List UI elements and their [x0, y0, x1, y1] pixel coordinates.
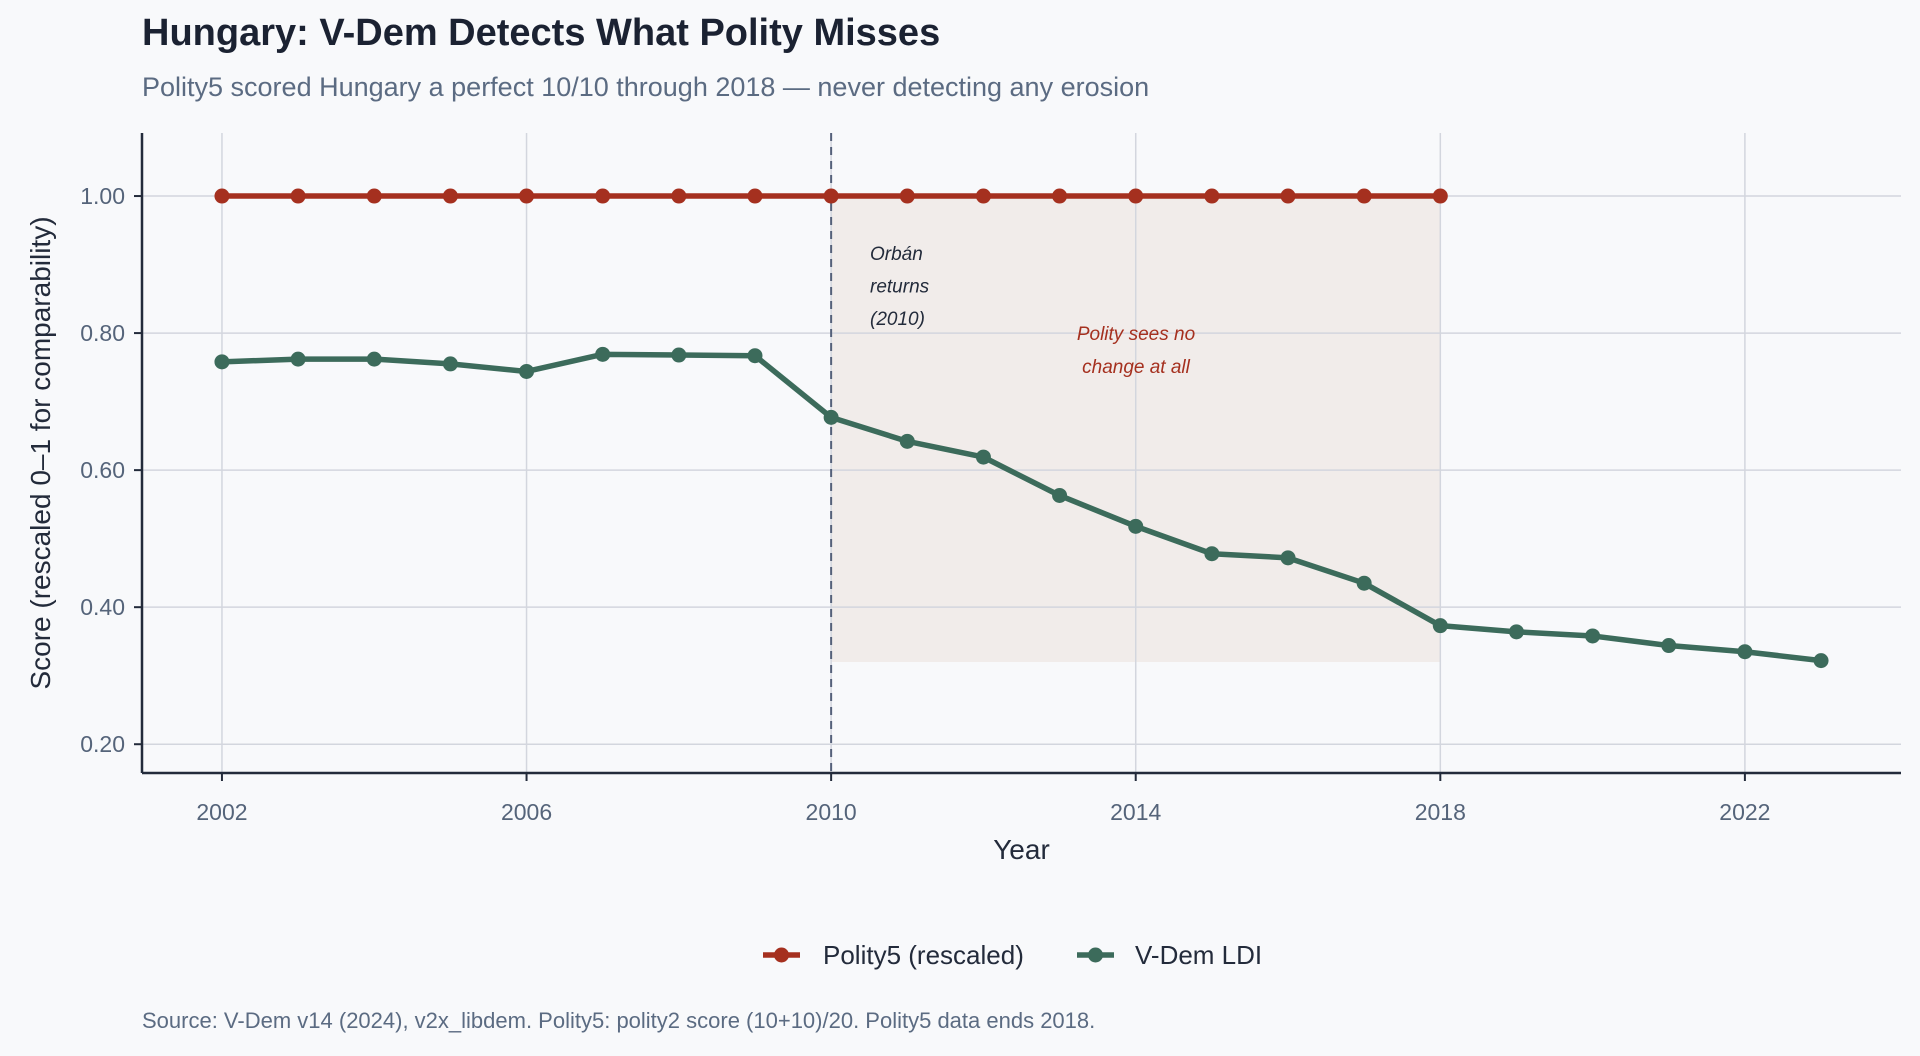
data-point-v-dem-ldi	[214, 354, 230, 370]
data-point-polity5-rescaled	[1128, 188, 1144, 204]
series-polity5-rescaled	[214, 188, 1448, 204]
data-point-v-dem-ldi	[1737, 644, 1753, 660]
x-tick-label: 2002	[196, 799, 247, 825]
annotation-line: Orbán	[870, 244, 923, 265]
legend-key-marker	[1088, 947, 1103, 963]
data-point-v-dem-ldi	[442, 356, 458, 372]
data-point-polity5-rescaled	[366, 188, 382, 204]
data-point-v-dem-ldi	[1585, 628, 1601, 644]
data-point-polity5-rescaled	[899, 188, 915, 204]
annotation-line: change at all	[1082, 357, 1191, 378]
legend-key-marker	[774, 947, 789, 963]
annotation-orban-returns: Orbán returns (2010)	[870, 244, 930, 330]
data-point-polity5-rescaled	[442, 188, 458, 204]
y-axis-title: Score (rescaled 0–1 for comparability)	[25, 216, 56, 689]
data-point-v-dem-ldi	[1432, 618, 1448, 634]
data-point-v-dem-ldi	[975, 449, 991, 465]
data-point-v-dem-ldi	[747, 348, 763, 364]
data-point-v-dem-ldi	[290, 351, 306, 367]
annotation-line: (2010)	[870, 309, 925, 330]
x-tick-label: 2014	[1110, 799, 1161, 825]
data-point-v-dem-ldi	[899, 433, 915, 449]
x-tick-label: 2006	[501, 799, 552, 825]
y-tick-label: 1.00	[80, 183, 125, 209]
source-note: Source: V-Dem v14 (2024), v2x_libdem. Po…	[142, 1008, 1096, 1033]
data-point-polity5-rescaled	[1356, 188, 1372, 204]
chart-subtitle: Polity5 scored Hungary a perfect 10/10 t…	[142, 72, 1150, 102]
data-point-polity5-rescaled	[1432, 188, 1448, 204]
x-tick-label: 2018	[1415, 799, 1466, 825]
data-point-v-dem-ldi	[366, 351, 382, 367]
data-point-v-dem-ldi	[1128, 518, 1144, 534]
data-point-v-dem-ldi	[595, 346, 611, 362]
data-point-v-dem-ldi	[1356, 575, 1372, 591]
data-point-v-dem-ldi	[1052, 487, 1068, 503]
legend: Polity5 (rescaled) V-Dem LDI	[763, 940, 1262, 970]
y-tick-label: 0.20	[80, 731, 125, 757]
annotation-line: returns	[870, 277, 930, 298]
data-point-polity5-rescaled	[214, 188, 230, 204]
legend-label: V-Dem LDI	[1135, 940, 1262, 970]
legend-item-polity5-rescaled: Polity5 (rescaled)	[763, 940, 1024, 970]
data-point-polity5-rescaled	[747, 188, 763, 204]
annotation-line: Polity sees no	[1077, 324, 1195, 345]
data-point-v-dem-ldi	[1280, 550, 1296, 566]
data-point-polity5-rescaled	[975, 188, 991, 204]
legend-item-v-dem-ldi: V-Dem LDI	[1077, 940, 1262, 970]
x-axis-title: Year	[993, 834, 1050, 865]
y-tick-label: 0.60	[80, 457, 125, 483]
data-point-v-dem-ldi	[671, 347, 687, 363]
data-point-v-dem-ldi	[823, 409, 839, 425]
data-point-polity5-rescaled	[519, 188, 535, 204]
legend-label: Polity5 (rescaled)	[823, 940, 1024, 970]
y-tick-label: 0.40	[80, 594, 125, 620]
data-point-v-dem-ldi	[1813, 653, 1829, 669]
x-tick-label: 2022	[1719, 799, 1770, 825]
data-point-v-dem-ldi	[1204, 546, 1220, 562]
data-point-v-dem-ldi	[1661, 638, 1677, 654]
data-point-v-dem-ldi	[1508, 624, 1524, 640]
data-point-polity5-rescaled	[1280, 188, 1296, 204]
x-tick-label: 2010	[806, 799, 857, 825]
data-point-polity5-rescaled	[290, 188, 306, 204]
data-point-polity5-rescaled	[595, 188, 611, 204]
data-point-v-dem-ldi	[519, 363, 535, 379]
data-point-polity5-rescaled	[671, 188, 687, 204]
annotation-polity-no-change: Polity sees no change at all	[1077, 324, 1195, 378]
y-tick-label: 0.80	[80, 320, 125, 346]
data-point-polity5-rescaled	[823, 188, 839, 204]
series-line-v-dem-ldi	[219, 351, 1824, 664]
series-v-dem-ldi	[214, 346, 1829, 669]
data-point-polity5-rescaled	[1052, 188, 1068, 204]
data-point-polity5-rescaled	[1204, 188, 1220, 204]
chart-title: Hungary: V-Dem Detects What Polity Misse…	[142, 12, 941, 54]
